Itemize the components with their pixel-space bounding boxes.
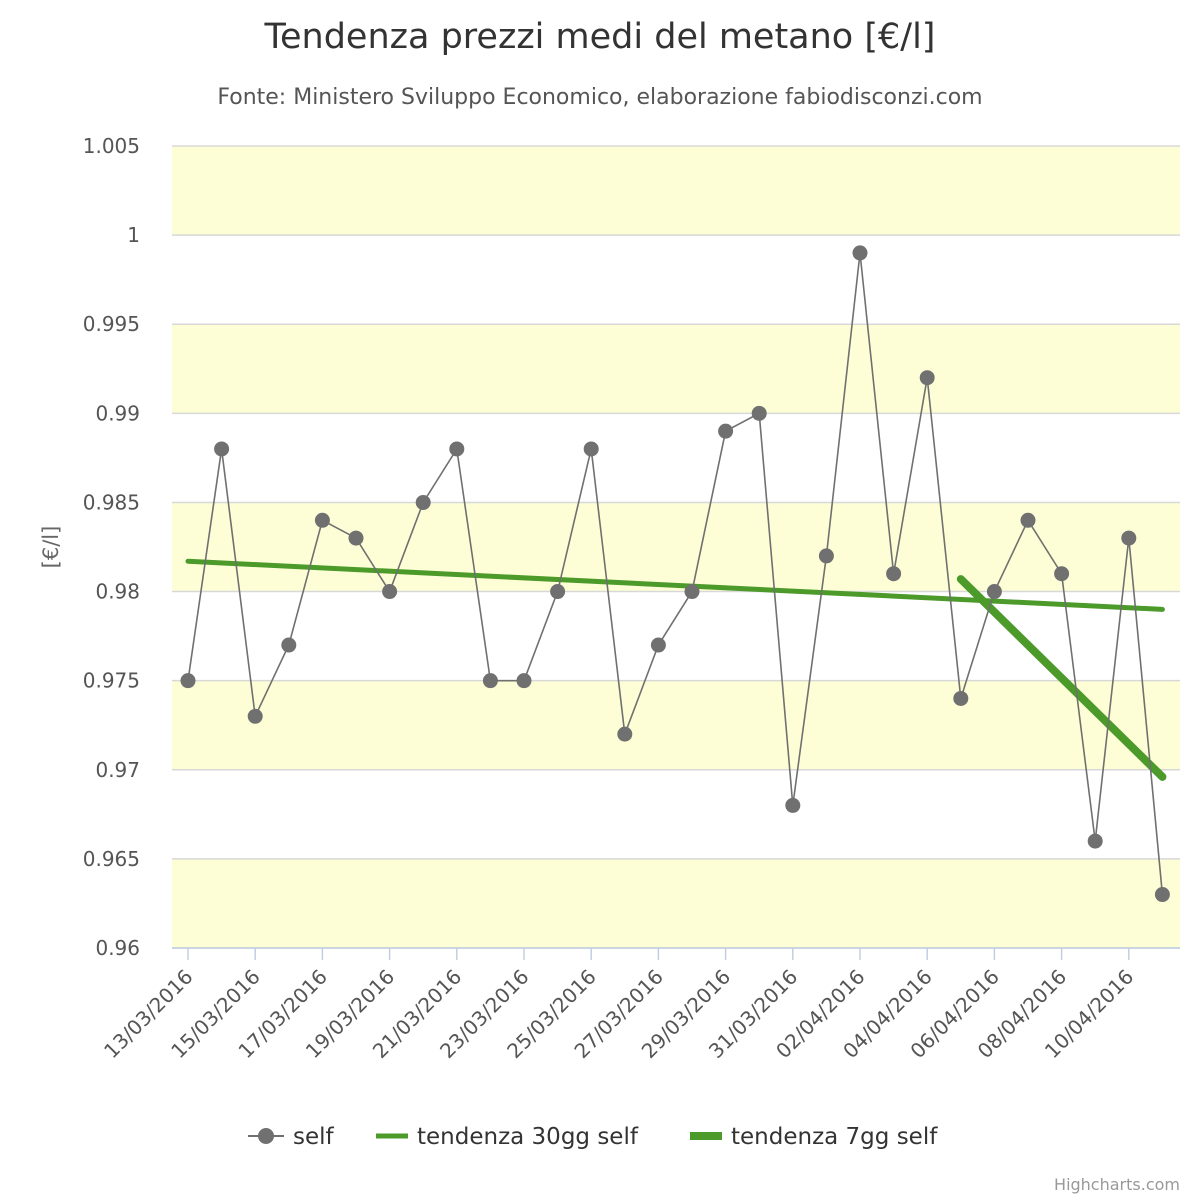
data-point-self[interactable] (415, 494, 431, 510)
data-point-self[interactable] (953, 690, 969, 706)
y-tick-label: 0.99 (95, 401, 140, 425)
y-tick-label: 0.97 (95, 758, 140, 782)
plot-band (172, 502, 1180, 592)
y-tick-label: 0.965 (83, 847, 140, 871)
data-point-self[interactable] (348, 530, 364, 546)
data-point-self[interactable] (449, 441, 465, 457)
data-point-self[interactable] (718, 423, 734, 439)
data-point-self[interactable] (1054, 566, 1070, 582)
grid-lines (172, 145, 1180, 949)
data-point-self[interactable] (617, 726, 633, 742)
y-tick-label: 0.96 (95, 936, 140, 960)
data-point-self[interactable] (247, 708, 263, 724)
legend-item-tendenza-30gg[interactable]: tendenza 30gg self (376, 1124, 639, 1150)
data-point-self[interactable] (214, 441, 230, 457)
data-point-self[interactable] (583, 441, 599, 457)
data-point-self[interactable] (986, 584, 1002, 600)
legend-label-tendenza-30gg: tendenza 30gg self (417, 1124, 639, 1150)
data-point-self[interactable] (650, 637, 666, 653)
plot-band (172, 324, 1180, 414)
chart-title: Tendenza prezzi medi del metano [€/l] (264, 17, 936, 57)
trend-line-30gg (185, 558, 1165, 612)
plot-bands (172, 146, 1180, 948)
data-point-self[interactable] (1087, 833, 1103, 849)
data-point-self[interactable] (180, 673, 196, 689)
data-point-self[interactable] (1020, 512, 1036, 528)
legend-label-tendenza-7gg: tendenza 7gg self (731, 1124, 938, 1150)
legend-label-self: self (293, 1124, 335, 1150)
y-tick-label: 1.005 (83, 134, 140, 158)
data-point-self[interactable] (919, 370, 935, 386)
legend: self tendenza 30gg self tendenza 7gg sel… (248, 1124, 938, 1150)
chart-subtitle: Fonte: Ministero Sviluppo Economico, ela… (217, 85, 982, 110)
y-tick-label: 1 (127, 223, 140, 247)
y-axis-label: [€/l] (39, 526, 63, 569)
legend-item-tendenza-7gg[interactable]: tendenza 7gg self (690, 1124, 938, 1150)
plot-band (172, 680, 1180, 770)
y-tick-label: 0.98 (95, 580, 140, 604)
data-point-self[interactable] (281, 637, 297, 653)
legend-item-self[interactable]: self (248, 1124, 335, 1150)
data-point-self[interactable] (886, 566, 902, 582)
data-point-self[interactable] (516, 673, 532, 689)
y-tick-label: 0.975 (83, 669, 140, 693)
y-tick-label: 0.995 (83, 312, 140, 336)
credits-link[interactable]: Highcharts.com (1054, 1175, 1180, 1194)
data-point-self[interactable] (482, 673, 498, 689)
data-point-self[interactable] (1121, 530, 1137, 546)
data-point-self[interactable] (852, 245, 868, 261)
trend-line-7gg (956, 575, 1167, 781)
plot-band (172, 858, 1180, 948)
data-point-self[interactable] (684, 584, 700, 600)
data-point-self[interactable] (550, 584, 566, 600)
plot-band (172, 146, 1180, 236)
data-point-self[interactable] (751, 405, 767, 421)
data-point-self[interactable] (314, 512, 330, 528)
series-layer (180, 245, 1170, 903)
y-tick-label: 0.985 (83, 490, 140, 514)
data-point-self[interactable] (1154, 887, 1170, 903)
data-point-self[interactable] (785, 797, 801, 813)
data-point-self[interactable] (818, 548, 834, 564)
data-point-self[interactable] (382, 584, 398, 600)
